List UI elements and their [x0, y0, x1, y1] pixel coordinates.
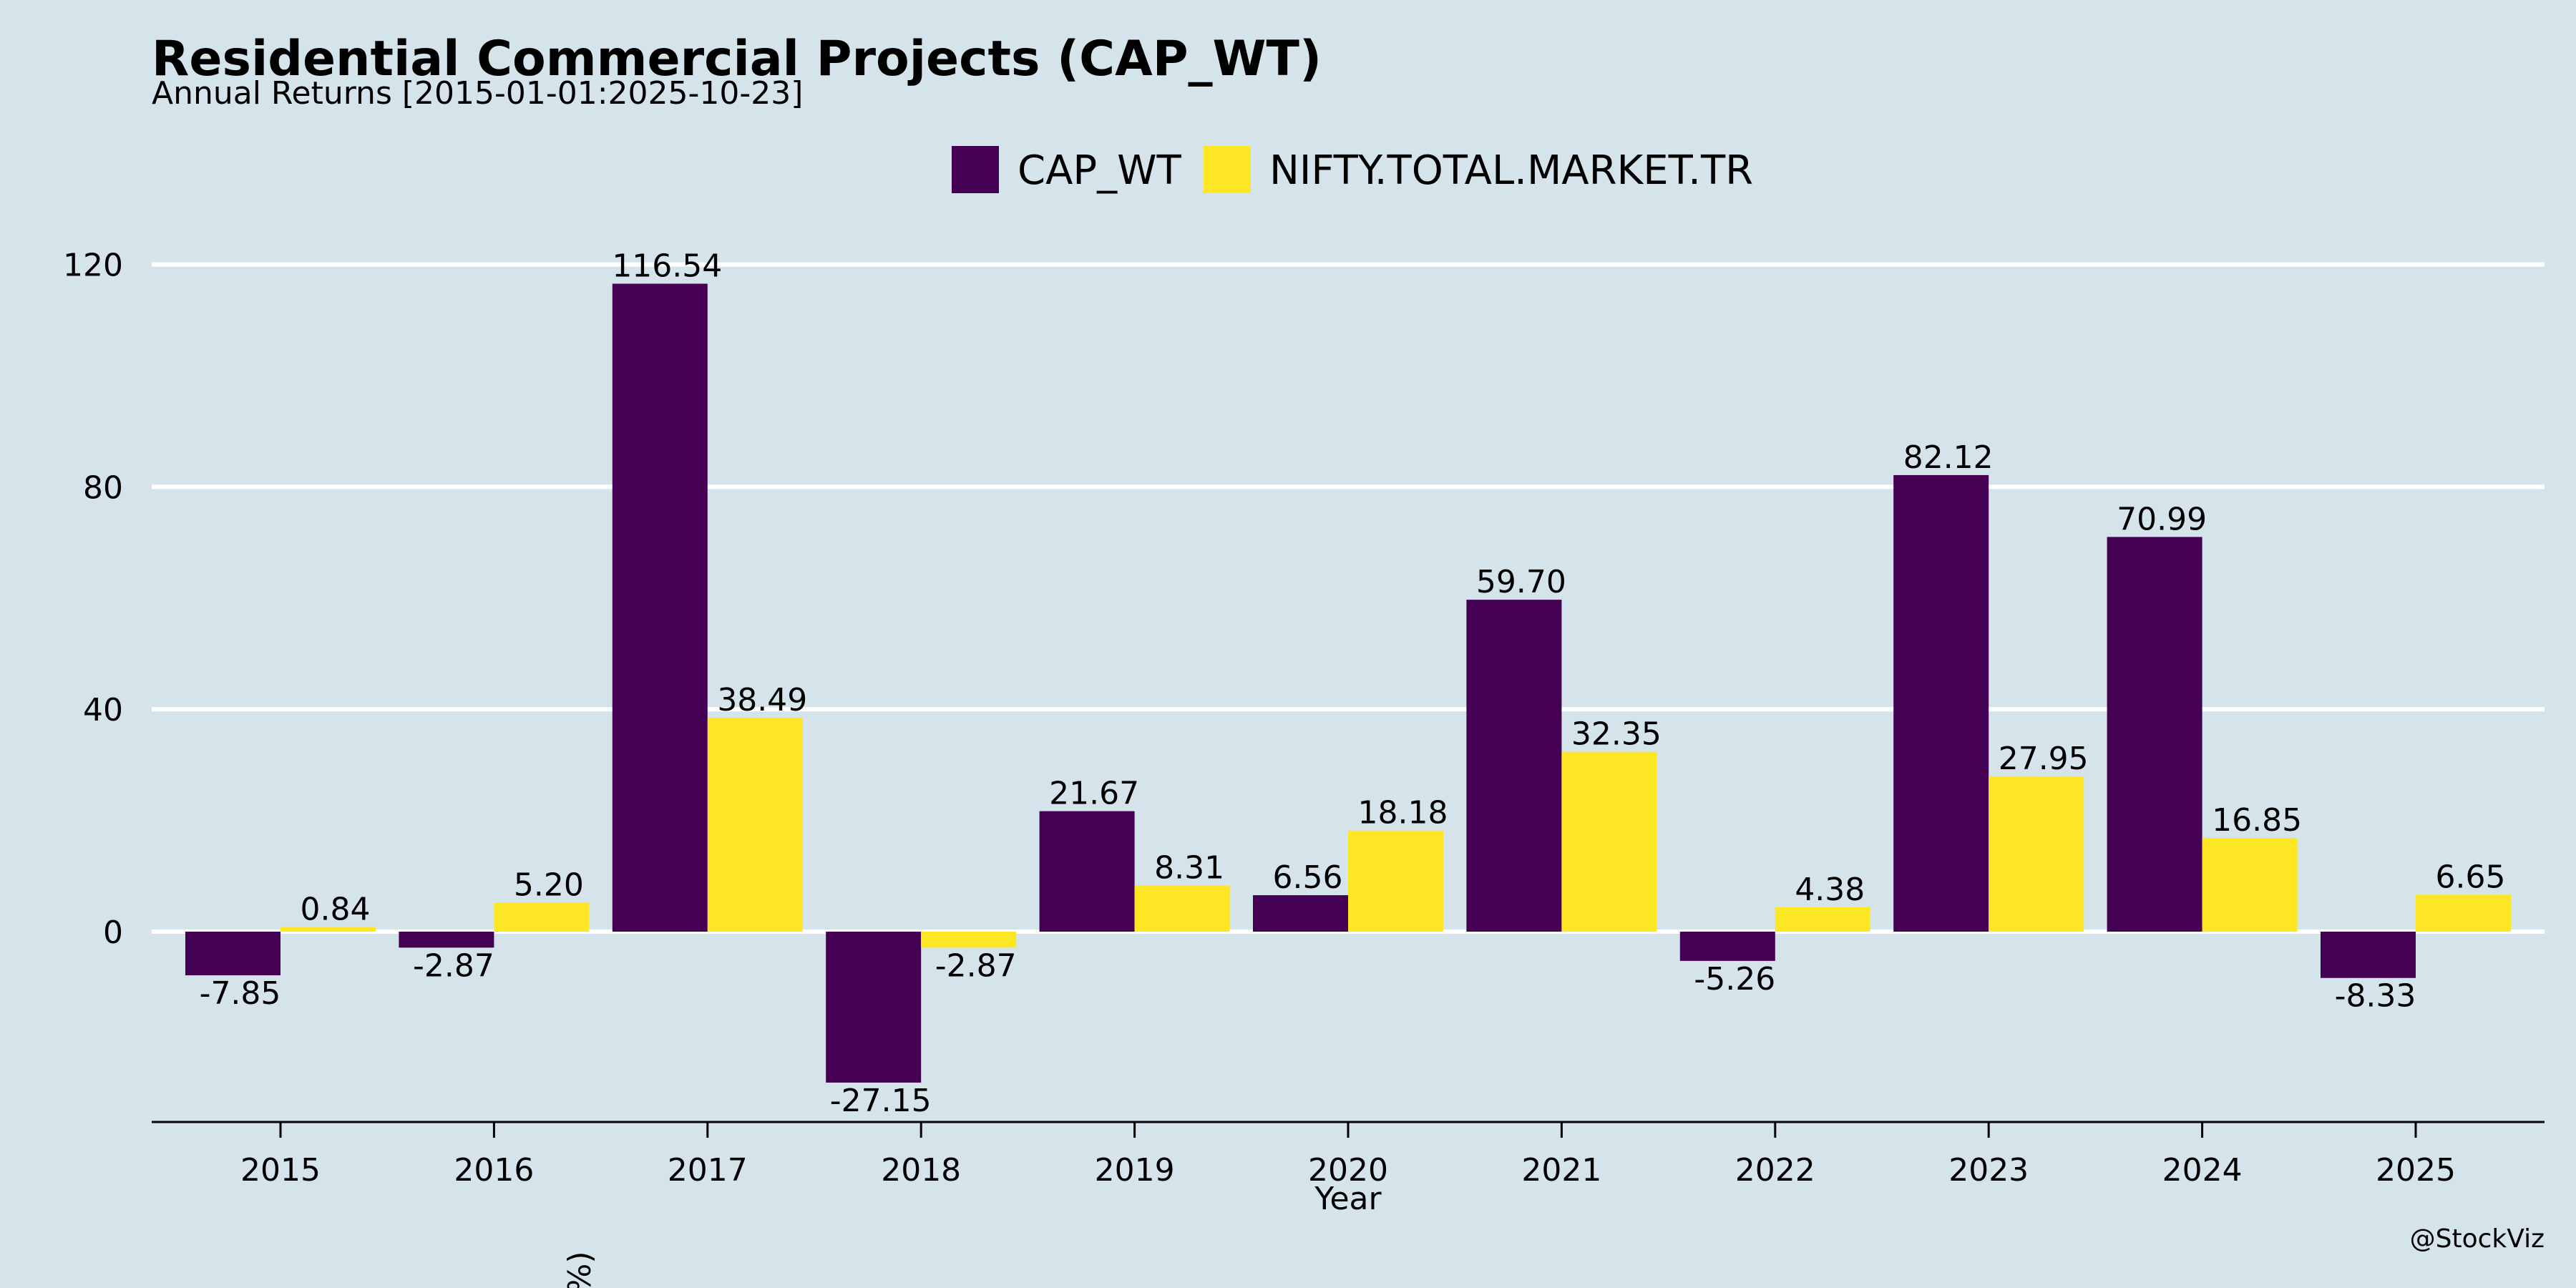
bar-nifty-2022: [1775, 907, 1870, 932]
data-label-cap-wt-2020: 6.56: [1273, 859, 1343, 896]
data-label-cap-wt-2024: 70.99: [2117, 501, 2207, 537]
bar-nifty-2024: [2202, 838, 2298, 932]
y-axis-title: Returns (%): [562, 1251, 598, 1288]
bar-cap-wt-2023: [1893, 474, 1989, 932]
data-label-cap-wt-2018: -27.15: [830, 1083, 932, 1119]
x-tick-label: 2021: [1521, 1152, 1601, 1189]
y-tick-label: 40: [83, 692, 123, 728]
bar-cap-wt-2018: [826, 932, 922, 1083]
y-axis-ticks: 0 40 80 120: [63, 248, 123, 951]
x-axis-title: Year: [1314, 1181, 1382, 1217]
x-tick-label: 2016: [454, 1152, 534, 1189]
data-label-cap-wt-2017: 116.54: [612, 248, 722, 284]
data-labels: -7.85 0.84 -2.87 5.20 116.54 38.49 -27.15 -2.87…: [200, 248, 2506, 1118]
data-label-nifty-2015: 0.84: [301, 891, 371, 927]
x-axis: 2015 2016 2017 2018 2019 2020 2021 2022 2023 2024…: [152, 1121, 2545, 1189]
x-tick-label: 2025: [2376, 1152, 2456, 1189]
bar-cap-wt-2017: [612, 283, 708, 932]
x-tick-label: 2022: [1735, 1152, 1815, 1189]
x-tick-label: 2024: [2162, 1152, 2243, 1189]
bar-nifty-2020: [1348, 830, 1443, 932]
credit-text: @StockViz: [2410, 1224, 2545, 1254]
data-label-nifty-2020: 18.18: [1358, 795, 1448, 831]
bar-cap-wt-2016: [399, 932, 494, 948]
data-label-nifty-2019: 8.31: [1154, 849, 1224, 886]
bar-cap-wt-2019: [1039, 811, 1135, 932]
x-tick-label: 2018: [881, 1152, 961, 1189]
chart-subtitle: Annual Returns [2015-01-01:2025-10-23]: [152, 75, 803, 112]
y-tick-label: 0: [103, 914, 123, 951]
legend: CAP_WT NIFTY.TOTAL.MARKET.TR: [952, 146, 1753, 194]
bar-cap-wt-2021: [1466, 600, 1562, 932]
legend-swatch-cap-wt: [952, 146, 999, 193]
bars: [185, 283, 2511, 1083]
legend-swatch-nifty: [1204, 146, 1251, 193]
bar-nifty-2025: [2416, 894, 2511, 932]
bar-cap-wt-2015: [185, 932, 280, 975]
bar-nifty-2017: [707, 717, 803, 932]
x-tick-label: 2020: [1308, 1152, 1388, 1189]
data-label-cap-wt-2022: -5.26: [1694, 961, 1775, 997]
data-label-cap-wt-2015: -7.85: [200, 975, 281, 1012]
bar-nifty-2019: [1134, 885, 1230, 932]
legend-label-cap-wt: CAP_WT: [1018, 147, 1182, 194]
data-label-nifty-2024: 16.85: [2212, 802, 2302, 839]
x-tick-label: 2015: [240, 1152, 321, 1189]
data-label-cap-wt-2021: 59.70: [1476, 564, 1566, 600]
bar-cap-wt-2025: [2321, 932, 2416, 978]
x-tick-label: 2017: [668, 1152, 748, 1189]
data-label-cap-wt-2019: 21.67: [1049, 776, 1139, 812]
bar-cap-wt-2020: [1253, 895, 1348, 932]
data-label-nifty-2025: 6.65: [2436, 859, 2506, 895]
data-label-nifty-2023: 27.95: [1999, 741, 2089, 777]
legend-label-nifty: NIFTY.TOTAL.MARKET.TR: [1269, 147, 1753, 194]
data-label-nifty-2016: 5.20: [514, 867, 584, 904]
y-tick-label: 80: [83, 469, 123, 506]
bar-nifty-2023: [1989, 776, 2084, 932]
bar-cap-wt-2024: [2107, 537, 2202, 932]
data-label-cap-wt-2025: -8.33: [2335, 978, 2416, 1015]
chart-title: Residential Commercial Projects (CAP_WT): [152, 31, 1322, 87]
data-label-nifty-2017: 38.49: [717, 682, 807, 718]
x-tick-label: 2019: [1095, 1152, 1175, 1189]
y-tick-label: 120: [63, 248, 123, 284]
x-tick-label: 2023: [1948, 1152, 2029, 1189]
data-label-nifty-2022: 4.38: [1795, 872, 1865, 908]
data-label-cap-wt-2016: -2.87: [413, 947, 494, 984]
data-label-nifty-2021: 32.35: [1571, 716, 1662, 753]
bar-nifty-2015: [280, 927, 376, 932]
data-label-nifty-2018: -2.87: [935, 947, 1017, 984]
bar-nifty-2018: [921, 932, 1017, 948]
bar-nifty-2016: [494, 902, 590, 932]
data-label-cap-wt-2023: 82.12: [1903, 439, 1994, 476]
bar-cap-wt-2022: [1679, 932, 1775, 961]
bar-nifty-2021: [1561, 751, 1657, 932]
